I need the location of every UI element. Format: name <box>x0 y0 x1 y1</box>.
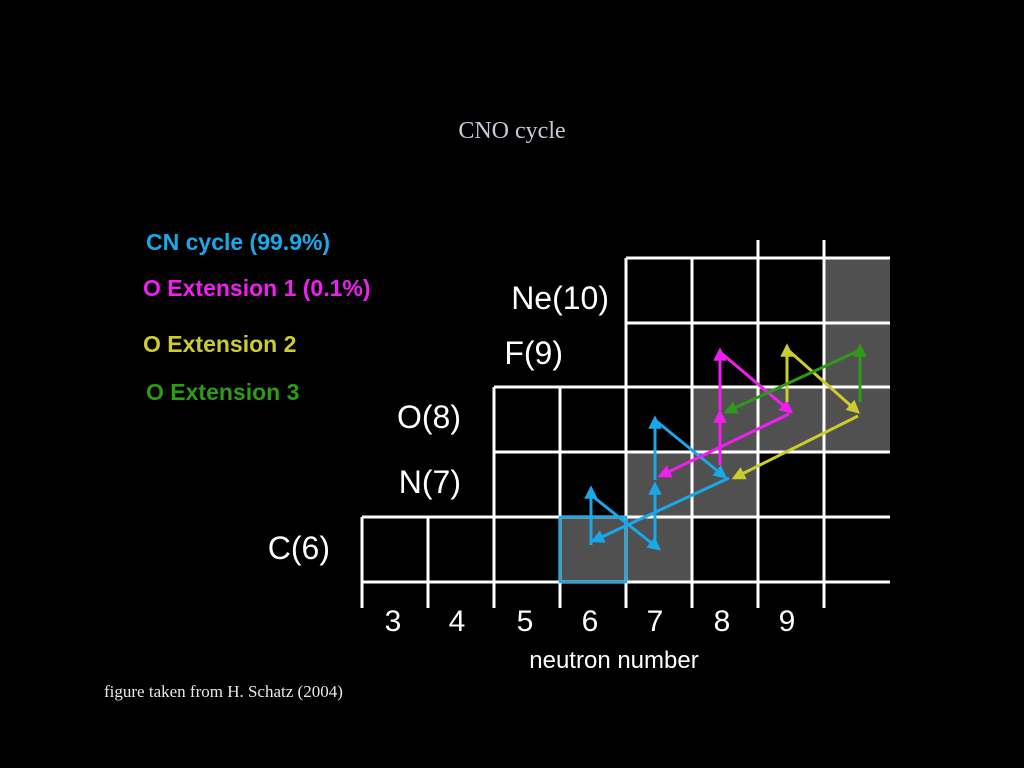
legend-o-extension-1: O Extension 1 (0.1%) <box>143 275 371 301</box>
legend-o-extension-3: O Extension 3 <box>146 379 300 405</box>
figure-credit: figure taken from H. Schatz (2004) <box>104 682 343 701</box>
neutron-label-5: 5 <box>517 605 534 638</box>
neutron-label-8: 8 <box>714 605 731 638</box>
ext3-arrow-f19-o16 <box>723 349 859 414</box>
cell-f19 <box>824 323 890 387</box>
ext1-arrow-f17-o17 <box>719 350 794 414</box>
ext2-arrow-o18-n15 <box>731 414 859 480</box>
cell-c14 <box>626 517 692 582</box>
element-label-ne: Ne(10) <box>511 280 609 316</box>
element-label-c: C(6) <box>268 530 330 566</box>
o-extension-1-arrows <box>657 347 794 478</box>
cell-n15 <box>692 452 758 517</box>
neutron-label-9: 9 <box>779 605 796 638</box>
neutron-label-6: 6 <box>582 605 599 638</box>
neutron-label-4: 4 <box>449 605 466 638</box>
neutron-label-7: 7 <box>647 605 664 638</box>
o-extension-3-arrows <box>723 343 867 414</box>
cell-o16 <box>692 387 758 452</box>
legend-cn-cycle: CN cycle (99.9%) <box>146 229 331 255</box>
ext1-arrow-o17-n14 <box>657 412 790 478</box>
start-cell-c12-outline <box>558 515 628 584</box>
ext2-arrow-f18-o18 <box>787 348 861 414</box>
highlighted-cells <box>560 258 890 582</box>
element-label-n: N(7) <box>399 464 461 500</box>
cn-cycle-arrows <box>584 415 730 551</box>
cn-arrow-n13-c13 <box>590 493 662 551</box>
element-label-f: F(9) <box>504 335 563 371</box>
neutron-label-3: 3 <box>385 605 402 638</box>
cn-arrow-o15-n15 <box>654 418 728 479</box>
element-label-o: O(8) <box>397 399 461 435</box>
o-extension-2-arrows <box>731 343 861 480</box>
x-axis-label: neutron number <box>529 647 698 674</box>
cell-o17 <box>758 387 824 452</box>
cell-c13 <box>560 517 626 582</box>
cell-ne20 <box>824 258 890 323</box>
cell-o18 <box>824 387 890 452</box>
cn-arrow-n15-c12 <box>590 476 730 543</box>
slide-title: CNO cycle <box>458 118 566 144</box>
cell-n14 <box>626 452 692 517</box>
legend-o-extension-2: O Extension 2 <box>143 331 297 357</box>
